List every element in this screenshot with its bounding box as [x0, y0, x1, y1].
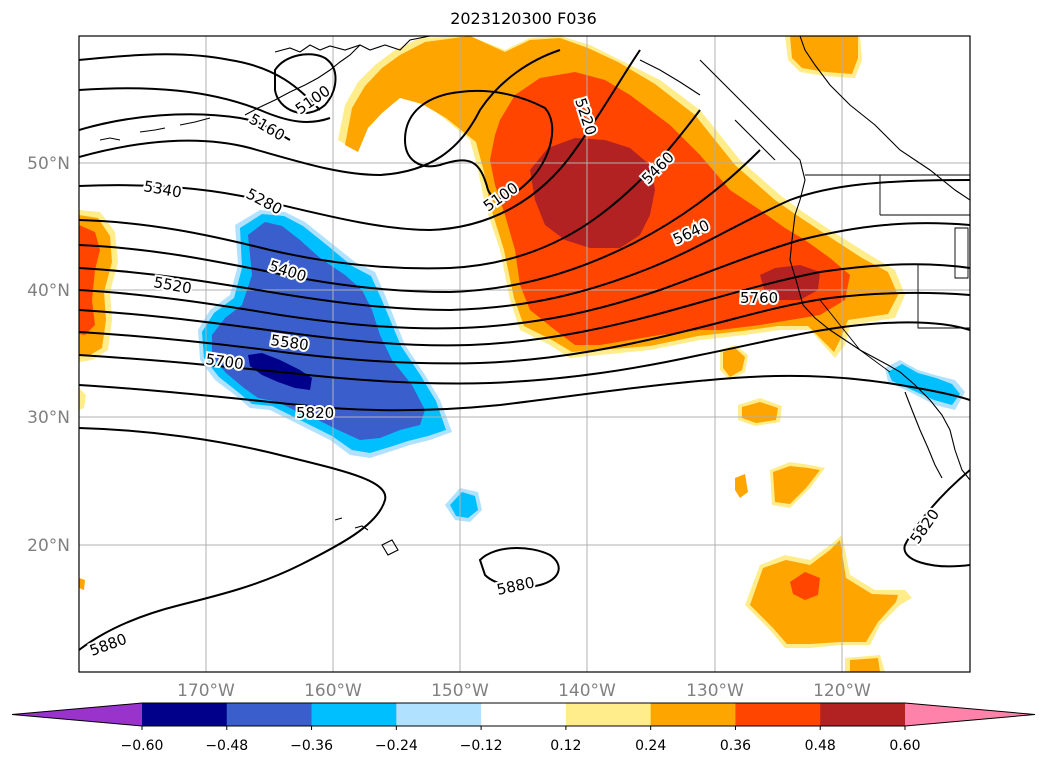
colorbar-tick-label: −0.48 — [205, 738, 248, 754]
colorbar-tick-label: −0.60 — [121, 738, 164, 754]
positive-anomaly-region-west — [79, 210, 118, 410]
colorbar-segment — [481, 703, 567, 726]
colorbar-segment — [142, 703, 228, 726]
latitude-labels: 50°N 40°N 30°N 20°N — [27, 154, 70, 556]
colorbar-extend-low — [12, 703, 142, 726]
colorbar-tick-label: −0.12 — [460, 738, 503, 754]
graticule — [79, 36, 970, 672]
colorbar-segment — [226, 703, 313, 726]
height-contours — [79, 49, 970, 651]
colorbar-tick-label: 0.48 — [805, 738, 836, 754]
colorbar-tick-label: 0.12 — [550, 738, 581, 754]
colorbar-segment — [650, 703, 736, 726]
colorbar-tick-label: −0.24 — [375, 738, 418, 754]
colorbar-tick-label: −0.36 — [290, 738, 333, 754]
lat-label: 20°N — [27, 536, 70, 556]
colorbar-extend-high — [905, 703, 1035, 726]
svg-text:5760: 5760 — [740, 289, 778, 307]
svg-text:5580: 5580 — [269, 331, 309, 354]
lon-label: 120°W — [813, 681, 871, 701]
country-borders — [805, 174, 970, 373]
colorbar-segment — [820, 703, 906, 726]
lat-label: 40°N — [27, 281, 70, 301]
lon-label: 140°W — [558, 681, 616, 701]
colorbar-tick-label: 0.24 — [635, 738, 666, 754]
map-title: 2023120300 F036 — [450, 9, 597, 28]
positive-anomaly-region-southeast — [79, 345, 912, 672]
svg-text:5700: 5700 — [204, 350, 244, 373]
negative-anomaly-region-small — [445, 360, 965, 522]
svg-text:5820: 5820 — [296, 404, 334, 422]
longitude-labels: 170°W 160°W 150°W 140°W 130°W 120°W — [177, 681, 871, 701]
lon-label: 160°W — [304, 681, 362, 701]
svg-text:5760: 5760 — [740, 289, 778, 307]
svg-text:5820: 5820 — [296, 404, 334, 422]
lat-label: 30°N — [27, 408, 70, 428]
map-frame — [78, 35, 971, 673]
colorbar-segment — [396, 703, 482, 726]
colorbar-segment — [565, 703, 652, 726]
lon-label: 130°W — [686, 681, 744, 701]
colorbar-tick-label: 0.36 — [720, 738, 751, 754]
colorbar-segment — [311, 703, 397, 726]
colorbar-segment — [735, 703, 821, 726]
coastlines — [99, 36, 970, 556]
lat-label: 50°N — [27, 154, 70, 174]
colorbar-tick-label: 0.60 — [889, 738, 920, 754]
lon-label: 150°W — [431, 681, 489, 701]
negative-anomaly-region-central — [198, 210, 452, 458]
lon-label: 170°W — [177, 681, 235, 701]
colorbar: −0.60 −0.48 −0.36 −0.24 −0.12 0.12 0.24 0.36 0.4… — [11, 702, 1036, 754]
